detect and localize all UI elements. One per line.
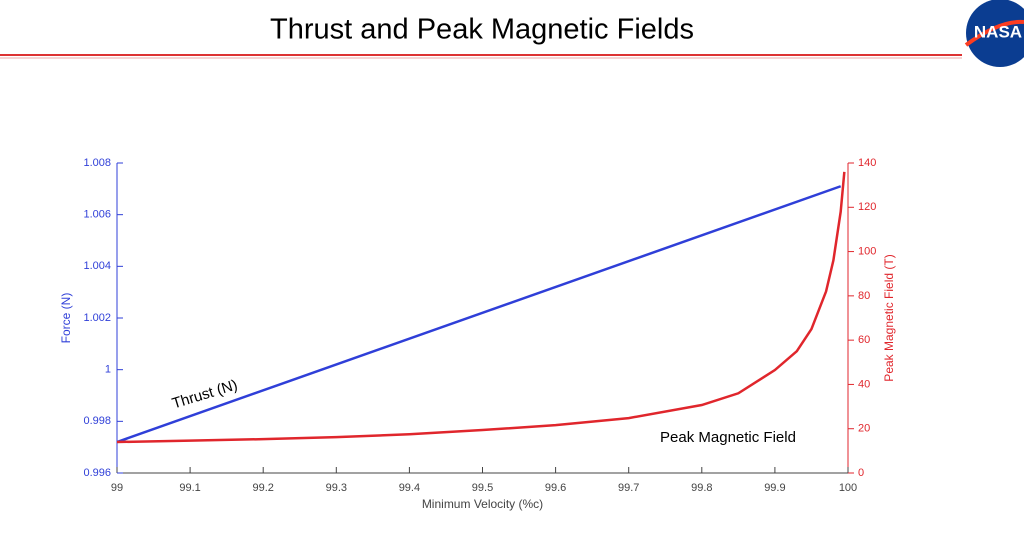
y-tick-label: 1.004 <box>83 260 111 272</box>
logo-disc <box>966 0 1024 67</box>
y-tick-label: 0.998 <box>83 415 111 427</box>
x-tick-label: 99.6 <box>545 482 566 494</box>
series-label: Peak Magnetic Field <box>660 429 796 446</box>
x-tick-label: 99.9 <box>764 482 785 494</box>
y-tick-label: 1.006 <box>83 209 111 221</box>
y2-tick-label: 60 <box>858 334 870 346</box>
y2-axis-label: Peak Magnetic Field (T) <box>882 254 896 381</box>
x-tick-label: 99.7 <box>618 482 639 494</box>
plot: 99 99.1 99.2 99.3 99.4 99.5 99.6 99.7 99.8 99.9 10… <box>59 157 896 511</box>
y2-tick-label: 120 <box>858 201 876 213</box>
logo-swoosh <box>964 19 1024 47</box>
y2-tick-label: 100 <box>858 245 876 257</box>
x-tick-label: 99.5 <box>472 482 493 494</box>
x-tick-label: 99.8 <box>691 482 712 494</box>
series-line <box>116 185 842 444</box>
slide-title: Thrust and Peak Magnetic Fields <box>270 14 694 46</box>
y2-tick-label: 140 <box>858 157 876 169</box>
x-tick-label: 99 <box>111 482 123 494</box>
x-axis-label: Minimum Velocity (%c) <box>422 497 543 511</box>
x-tick-label: 99.1 <box>179 482 200 494</box>
y-tick-label: 1.002 <box>83 312 111 324</box>
y-tick-label: 1.008 <box>83 157 111 169</box>
y2-tick-label: 0 <box>858 467 864 479</box>
y2-tick-label: 40 <box>858 378 870 390</box>
x-tick-label: 100 <box>839 482 857 494</box>
series-line <box>116 171 846 444</box>
y2-tick-label: 20 <box>858 423 870 435</box>
y-tick-label: 0.996 <box>83 467 111 479</box>
x-tick-label: 99.2 <box>252 482 273 494</box>
y2-tick-label: 80 <box>858 290 870 302</box>
logo-text: NASA <box>974 22 1022 41</box>
y-axis-label: Force (N) <box>59 293 73 344</box>
x-tick-label: 99.3 <box>326 482 347 494</box>
x-tick-label: 99.4 <box>399 482 420 494</box>
y-tick-label: 1 <box>105 364 111 376</box>
